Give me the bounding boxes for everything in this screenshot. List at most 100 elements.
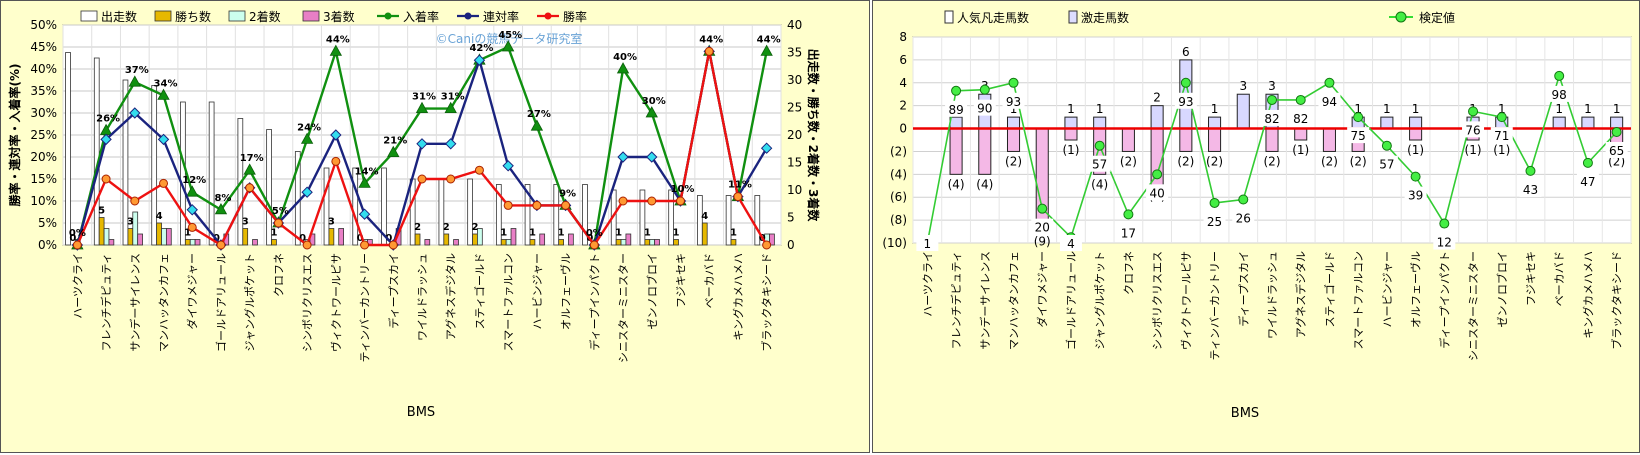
bar-seconds xyxy=(505,239,512,246)
stat-data-label: 93 xyxy=(1178,95,1193,109)
wins-data-label: 1 xyxy=(730,228,737,239)
place-rate-marker xyxy=(157,88,170,100)
stat-label-bg xyxy=(1576,172,1599,189)
legend-label: 3着数 xyxy=(323,9,355,24)
bar-thirds xyxy=(252,239,258,246)
win-rate-marker xyxy=(589,240,599,250)
place-rate-marker xyxy=(645,106,658,118)
upset-data-label: 2 xyxy=(1153,91,1161,105)
category-label: ヴィクトワールピサ xyxy=(1179,251,1193,350)
quinella-rate-marker xyxy=(502,160,514,172)
upset-data-label: 1 xyxy=(1211,102,1219,116)
category-label: ディープスカイ xyxy=(386,253,400,329)
bar-seconds xyxy=(132,211,139,246)
flop-data-label: (1) xyxy=(1062,143,1079,157)
stat-label-bg xyxy=(1174,92,1197,109)
win-rate-marker xyxy=(159,178,169,188)
bar-starts xyxy=(697,195,703,246)
y2-tick-label: 40 xyxy=(787,18,802,32)
quinella-rate-marker xyxy=(129,107,141,119)
place-rate-data-label: 31% xyxy=(412,92,436,103)
category-label: マンハッタンカフェ xyxy=(1008,251,1021,350)
stat-data-label: 93 xyxy=(1006,95,1021,109)
category-label: キングカメハメハ xyxy=(1581,251,1595,339)
bar-starts xyxy=(438,178,445,246)
upset-data-label: 6 xyxy=(1182,45,1190,59)
bar-starts xyxy=(266,129,272,246)
bar-thirds xyxy=(194,239,201,246)
category-label: ゼンノロブロイ xyxy=(645,253,659,329)
win-rate-marker xyxy=(245,183,255,193)
quinella-rate-marker xyxy=(416,138,428,150)
category-label: オルフェーヴル xyxy=(559,253,573,330)
stat-data-label: 47 xyxy=(1580,175,1595,189)
stat-label-bg xyxy=(1203,212,1226,229)
bar-wins xyxy=(529,239,536,246)
place-rate-marker xyxy=(530,119,544,131)
bar-wins xyxy=(242,228,249,246)
stat-marker xyxy=(1353,112,1364,123)
flop-data-label: (1) xyxy=(1407,143,1424,157)
bar-wins xyxy=(328,228,335,246)
stat-data-label: 26 xyxy=(1236,212,1251,226)
category-label: クロフネ xyxy=(1122,251,1135,295)
bar-starts xyxy=(151,85,158,246)
y-tick-label: (6) xyxy=(890,190,907,204)
y-tick-label: 35% xyxy=(30,84,57,98)
place-rate-data-label: 14% xyxy=(355,166,379,177)
legend-label: 検定値 xyxy=(1419,10,1455,25)
y2-tick-label: 15 xyxy=(787,156,802,170)
y2-tick-label: 0 xyxy=(787,238,795,252)
bar-flop xyxy=(1294,128,1308,141)
place-rate-data-label: 30% xyxy=(642,96,666,107)
bar-starts xyxy=(467,178,473,246)
category-label: ジャングルポケット xyxy=(243,253,257,351)
stat-marker xyxy=(1152,169,1163,180)
stat-data-label: 90 xyxy=(977,102,992,116)
stat-label-bg xyxy=(1117,224,1140,241)
stat-data-label: 39 xyxy=(1408,189,1423,203)
watermark: ©Caniの競馬データ研究室 xyxy=(436,31,583,46)
place-rate-marker xyxy=(501,40,515,52)
place-rate-marker xyxy=(415,101,429,113)
stat-data-label: 57 xyxy=(1379,158,1394,172)
bar-thirds xyxy=(165,228,172,246)
win-rate-marker xyxy=(733,192,743,202)
bar-thirds xyxy=(108,239,115,246)
place-rate-data-label: 21% xyxy=(383,136,407,147)
category-label: キングカメハメハ xyxy=(731,253,745,341)
category-label: ダイワメジャー xyxy=(185,253,199,329)
stat-marker xyxy=(1238,194,1249,205)
place-rate-data-label: 45% xyxy=(498,30,522,41)
y-tick-label: 30% xyxy=(30,106,57,120)
stat-data-label: 98 xyxy=(1552,88,1567,102)
wins-data-label: 4 xyxy=(156,211,163,222)
category-label: ディープインパクト xyxy=(587,253,601,351)
bar-wins xyxy=(271,239,277,246)
upset-data-label: 3 xyxy=(1268,79,1276,93)
category-label: ブラックタキシード xyxy=(1610,251,1624,350)
category-label: シニスターミニスター xyxy=(1467,251,1480,361)
flop-data-label: (2) xyxy=(1177,154,1194,168)
stat-label-bg xyxy=(1059,235,1082,251)
stat-label-bg xyxy=(1605,141,1628,158)
wins-data-label: 1 xyxy=(270,228,277,239)
bar-upset xyxy=(1093,116,1107,130)
y-tick-label: 15% xyxy=(30,172,57,186)
category-label: ベーカバド xyxy=(1553,251,1566,306)
quinella-rate-marker xyxy=(473,54,486,66)
stat-data-label: 82 xyxy=(1264,112,1279,126)
stat-label-bg xyxy=(916,235,939,251)
x-axis-title: BMS xyxy=(407,405,435,420)
place-rate-marker xyxy=(329,44,343,56)
y2-tick-label: 10 xyxy=(787,183,802,197)
place-rate-data-label: 0% xyxy=(69,228,86,239)
stat-label-bg xyxy=(973,99,996,116)
stat-marker xyxy=(1324,77,1335,88)
stat-data-label: 25 xyxy=(1207,215,1222,229)
y2-tick-label: 20 xyxy=(787,128,802,142)
wins-data-label: 1 xyxy=(644,228,651,239)
quinella-rate-marker xyxy=(330,129,342,141)
bar-wins xyxy=(184,239,191,246)
stat-marker xyxy=(1008,77,1019,88)
